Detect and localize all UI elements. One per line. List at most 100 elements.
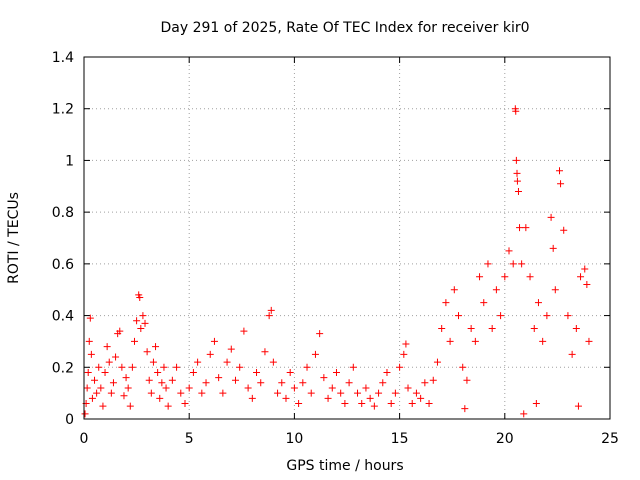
data-point: [274, 389, 282, 397]
data-point: [583, 281, 591, 289]
data-point: [513, 169, 521, 177]
y-tick-label: 0.6: [52, 257, 74, 273]
data-point: [137, 325, 145, 332]
data-point: [130, 337, 138, 345]
data-point: [120, 392, 128, 400]
data-point: [101, 368, 109, 376]
data-point: [282, 394, 290, 402]
data-point: [476, 273, 484, 281]
data-point: [244, 384, 252, 392]
data-point: [112, 353, 120, 361]
y-axis-label: ROTI / TECUs: [6, 192, 22, 284]
data-point: [215, 374, 223, 382]
data-point: [177, 389, 185, 397]
data-point: [375, 389, 383, 397]
x-tick-label: 20: [496, 431, 514, 447]
data-point: [149, 358, 157, 366]
data-point: [257, 379, 265, 387]
data-point: [324, 394, 332, 402]
data-point: [438, 325, 446, 332]
x-tick-label: 25: [601, 431, 619, 447]
chart-title: Day 291 of 2025, Rate Of TEC Index for r…: [160, 20, 529, 36]
data-point: [126, 402, 134, 410]
x-tick-label: 0: [80, 431, 89, 447]
data-point: [455, 312, 463, 320]
data-point: [337, 389, 345, 397]
data-point: [81, 410, 89, 418]
data-point: [512, 156, 520, 164]
data-point: [316, 330, 324, 338]
data-point: [91, 376, 99, 384]
data-point: [366, 394, 374, 402]
data-point: [492, 286, 500, 294]
data-point: [421, 379, 429, 387]
x-axis-label: GPS time / hours: [286, 458, 403, 474]
data-point: [143, 348, 151, 356]
data-point: [505, 247, 513, 255]
data-point: [105, 358, 113, 366]
data-point: [488, 325, 496, 332]
data-point: [534, 299, 542, 307]
y-tick-label: 0.2: [52, 360, 74, 376]
x-tick-label: 15: [391, 431, 409, 447]
data-points: [81, 105, 593, 418]
data-point: [194, 358, 202, 366]
data-point: [512, 107, 520, 115]
data-point: [560, 226, 568, 234]
data-point: [85, 337, 93, 345]
data-point: [164, 402, 172, 410]
data-point: [516, 224, 524, 232]
data-point: [574, 402, 582, 410]
data-point: [514, 187, 522, 195]
grid: [84, 57, 610, 419]
data-point: [103, 343, 111, 351]
data-point: [210, 337, 218, 345]
data-point: [160, 363, 168, 371]
data-point: [543, 312, 551, 320]
data-point: [240, 327, 248, 335]
data-point: [450, 286, 458, 294]
data-point: [206, 350, 214, 358]
data-point: [509, 260, 517, 268]
data-point: [442, 299, 450, 307]
data-point: [139, 312, 147, 320]
data-point: [551, 286, 559, 294]
data-point: [124, 384, 132, 392]
data-point: [307, 389, 315, 397]
data-point: [173, 363, 181, 371]
data-point: [532, 399, 540, 407]
data-point: [162, 384, 170, 392]
data-point: [223, 358, 231, 366]
data-point: [484, 260, 492, 268]
data-point: [118, 363, 126, 371]
data-point: [311, 350, 319, 358]
data-point: [109, 379, 117, 387]
data-point: [362, 384, 370, 392]
data-point: [408, 399, 416, 407]
y-tick-label: 1: [65, 153, 74, 169]
data-point: [572, 325, 580, 332]
data-point: [433, 358, 441, 366]
data-point: [501, 273, 509, 281]
x-tick-label: 10: [285, 431, 303, 447]
data-point: [549, 244, 557, 252]
data-point: [522, 224, 530, 232]
data-point: [557, 180, 565, 188]
data-point: [585, 337, 593, 345]
data-point: [387, 399, 395, 407]
data-point: [219, 389, 227, 397]
data-point: [349, 363, 357, 371]
data-point: [446, 337, 454, 345]
data-point: [391, 389, 399, 397]
data-point: [400, 350, 408, 358]
data-point: [328, 384, 336, 392]
data-point: [87, 350, 95, 358]
data-point: [145, 376, 153, 384]
data-point: [425, 399, 433, 407]
data-point: [564, 312, 572, 320]
data-point: [412, 389, 420, 397]
data-point: [202, 379, 210, 387]
data-point: [568, 350, 576, 358]
data-point: [83, 384, 91, 392]
